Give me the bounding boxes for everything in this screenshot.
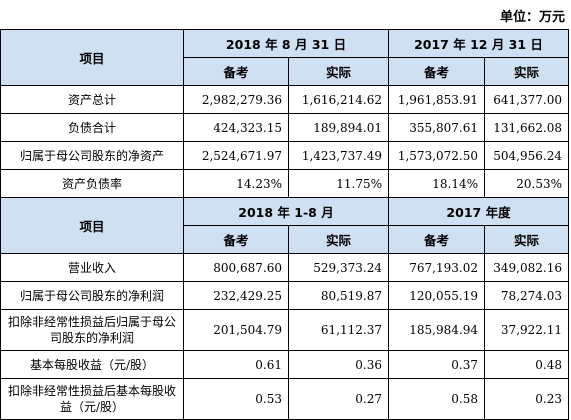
section1-item-header: 项目 bbox=[0, 29, 184, 86]
section2-item-header: 项目 bbox=[0, 197, 184, 254]
cell-value: 61,112.37 bbox=[288, 309, 389, 351]
cell-value: 0.36 bbox=[288, 350, 389, 379]
subheader-actual: 实际 bbox=[288, 225, 389, 254]
table-row: 归属于母公司股东的净资产 2,524,671.97 1,423,737.49 1… bbox=[0, 141, 569, 170]
section1-period-a: 2018 年 8 月 31 日 bbox=[183, 29, 389, 58]
row-label: 扣除非经常性损益后归属于母公司股东的净利润 bbox=[0, 309, 184, 351]
row-label: 扣除非经常性损益后基本每股收益（元/股） bbox=[0, 378, 184, 420]
table-row: 扣除非经常性损益后基本每股收益（元/股） 0.53 0.27 0.58 0.23 bbox=[0, 378, 569, 420]
cell-value: 1,573,072.50 bbox=[388, 141, 485, 170]
cell-value: 80,519.87 bbox=[288, 281, 389, 310]
unit-note: 单位：万元 bbox=[499, 10, 565, 25]
row-label: 营业收入 bbox=[0, 253, 184, 282]
subheader-pro-forma: 备考 bbox=[388, 225, 485, 254]
cell-value: 120,055.19 bbox=[388, 281, 485, 310]
subheader-pro-forma: 备考 bbox=[183, 57, 289, 86]
cell-value: 355,807.61 bbox=[388, 113, 485, 142]
cell-value: 189,894.01 bbox=[288, 113, 389, 142]
cell-value: 131,662.08 bbox=[484, 113, 569, 142]
cell-value: 0.61 bbox=[183, 350, 289, 379]
subheader-pro-forma: 备考 bbox=[183, 225, 289, 254]
section2-header-row: 项目 2018 年 1-8 月 2017 年度 bbox=[0, 197, 569, 254]
cell-value: 0.27 bbox=[288, 378, 389, 420]
cell-value: 0.48 bbox=[484, 350, 569, 379]
cell-value: 2,982,279.36 bbox=[183, 85, 289, 114]
table-row: 资产负债率 14.23% 11.75% 18.14% 20.53% bbox=[0, 169, 569, 198]
table-row: 扣除非经常性损益后归属于母公司股东的净利润 201,504.79 61,112.… bbox=[0, 309, 569, 351]
cell-value: 349,082.16 bbox=[484, 253, 569, 282]
table-row: 负债合计 424,323.15 189,894.01 355,807.61 13… bbox=[0, 113, 569, 142]
cell-value: 800,687.60 bbox=[183, 253, 289, 282]
section1-subheader-row: 备考 实际 备考 实际 bbox=[1, 57, 569, 86]
cell-value: 424,323.15 bbox=[183, 113, 289, 142]
section2-subheader-row: 备考 实际 备考 实际 bbox=[1, 225, 569, 254]
subheader-actual: 实际 bbox=[288, 57, 389, 86]
row-label: 负债合计 bbox=[0, 113, 184, 142]
table-row: 营业收入 800,687.60 529,373.24 767,193.02 34… bbox=[0, 253, 569, 282]
section1-period-b: 2017 年 12 月 31 日 bbox=[388, 29, 569, 58]
row-label: 归属于母公司股东的净利润 bbox=[0, 281, 184, 310]
cell-value: 1,616,214.62 bbox=[288, 85, 389, 114]
cell-value: 18.14% bbox=[388, 169, 485, 198]
table-row: 归属于母公司股东的净利润 232,429.25 80,519.87 120,05… bbox=[0, 281, 569, 310]
cell-value: 767,193.02 bbox=[388, 253, 485, 282]
row-label: 资产总计 bbox=[0, 85, 184, 114]
financial-table: 项目 2018 年 8 月 31 日 2017 年 12 月 31 日 备考 实… bbox=[0, 29, 569, 420]
cell-value: 1,961,853.91 bbox=[388, 85, 485, 114]
subheader-actual: 实际 bbox=[484, 57, 569, 86]
cell-value: 0.37 bbox=[388, 350, 485, 379]
cell-value: 201,504.79 bbox=[183, 309, 289, 351]
cell-value: 20.53% bbox=[484, 169, 569, 198]
cell-value: 1,423,737.49 bbox=[288, 141, 389, 170]
cell-value: 232,429.25 bbox=[183, 281, 289, 310]
cell-value: 37,922.11 bbox=[484, 309, 569, 351]
row-label: 资产负债率 bbox=[0, 169, 184, 198]
cell-value: 504,956.24 bbox=[484, 141, 569, 170]
cell-value: 0.53 bbox=[183, 378, 289, 420]
subheader-actual: 实际 bbox=[484, 225, 569, 254]
section2-period-a: 2018 年 1-8 月 bbox=[183, 197, 389, 226]
table-row: 资产总计 2,982,279.36 1,616,214.62 1,961,853… bbox=[0, 85, 569, 114]
cell-value: 0.23 bbox=[484, 378, 569, 420]
cell-value: 529,373.24 bbox=[288, 253, 389, 282]
section2-period-b: 2017 年度 bbox=[388, 197, 569, 226]
cell-value: 2,524,671.97 bbox=[183, 141, 289, 170]
subheader-pro-forma: 备考 bbox=[388, 57, 485, 86]
row-label: 基本每股收益（元/股） bbox=[0, 350, 184, 379]
cell-value: 185,984.94 bbox=[388, 309, 485, 351]
section1-header-row: 项目 2018 年 8 月 31 日 2017 年 12 月 31 日 bbox=[0, 29, 569, 86]
row-label: 归属于母公司股东的净资产 bbox=[0, 141, 184, 170]
cell-value: 11.75% bbox=[288, 169, 389, 198]
table-row: 基本每股收益（元/股） 0.61 0.36 0.37 0.48 bbox=[0, 350, 569, 379]
cell-value: 641,377.00 bbox=[484, 85, 569, 114]
cell-value: 0.58 bbox=[388, 378, 485, 420]
cell-value: 78,274.03 bbox=[484, 281, 569, 310]
cell-value: 14.23% bbox=[183, 169, 289, 198]
